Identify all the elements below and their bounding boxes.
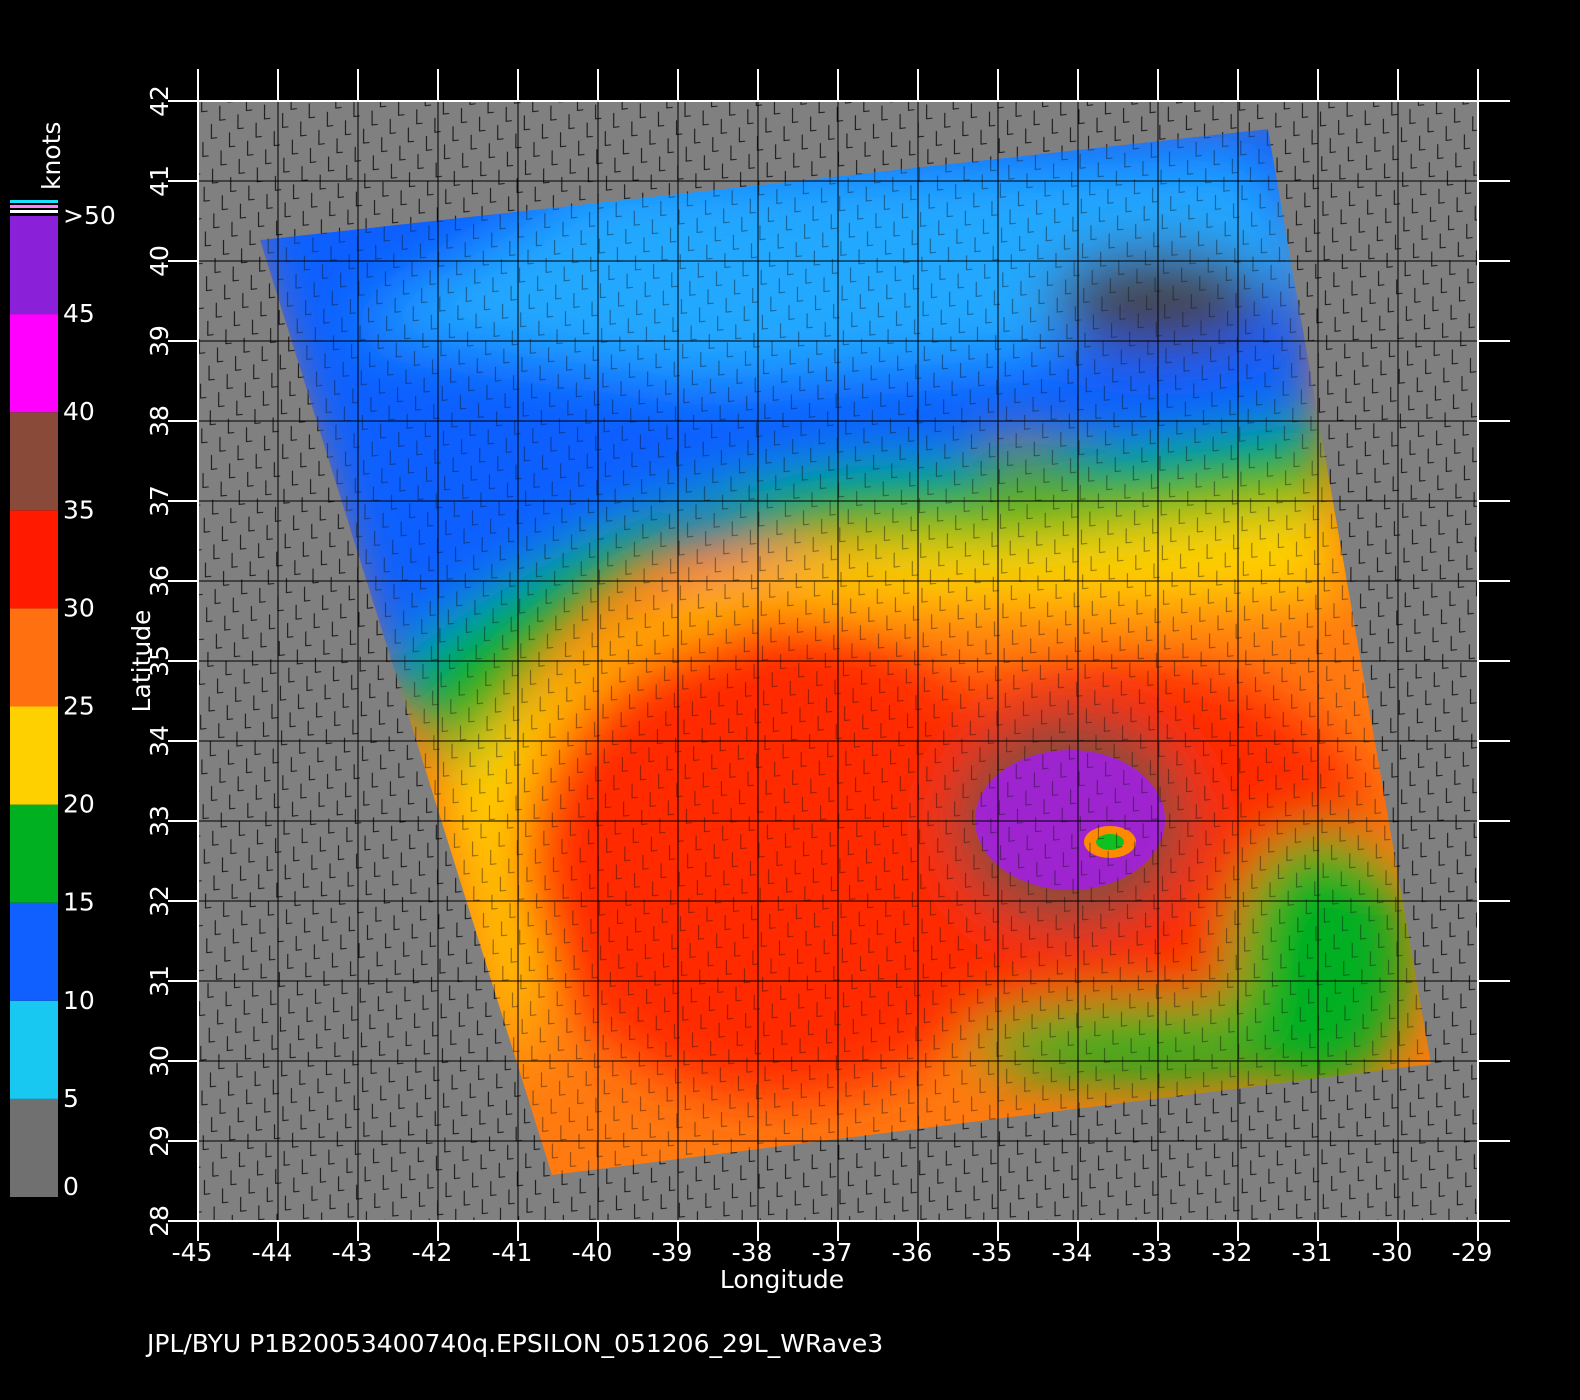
colorbar-segment — [10, 510, 58, 609]
x-tick-label: -43 — [332, 1238, 373, 1267]
x-tick-label: -37 — [812, 1238, 853, 1267]
colorbar-title: knots — [37, 122, 66, 190]
x-tick-label: -30 — [1372, 1238, 1413, 1267]
y-tick-label: 31 — [145, 965, 174, 997]
x-tick-label: -39 — [652, 1238, 693, 1267]
y-tick-label: 37 — [145, 485, 174, 517]
y-tick-label: 38 — [145, 405, 174, 437]
colorbar-segment — [10, 902, 58, 1001]
colorbar-label: 25 — [63, 692, 95, 721]
colorbar-segment — [10, 1000, 58, 1099]
colorbar-cap — [10, 205, 58, 208]
colorbar-segment — [10, 706, 58, 805]
x-tick-label: -38 — [732, 1238, 773, 1267]
x-axis-label: Longitude — [720, 1265, 844, 1294]
x-tick-label: -42 — [412, 1238, 453, 1267]
x-tick-label: -31 — [1292, 1238, 1333, 1267]
y-tick-label: 34 — [145, 725, 174, 757]
y-tick-label: 36 — [145, 565, 174, 597]
y-tick-label: 33 — [145, 805, 174, 837]
colorbar-label: >50 — [63, 201, 116, 230]
plot-frame — [197, 100, 1479, 1222]
colorbar-cap — [10, 200, 58, 203]
colorbar-cap — [10, 210, 58, 213]
x-tick-label: -40 — [572, 1238, 613, 1267]
footer: JPL/BYU P1B20053400740q.EPSILON_051206_2… — [145, 1329, 883, 1358]
colorbar-label: 15 — [63, 888, 95, 917]
colorbar-segment — [10, 216, 58, 315]
colorbar-segment — [10, 314, 58, 413]
y-tick-label: 41 — [145, 165, 174, 197]
y-tick-label: 28 — [145, 1205, 174, 1237]
x-tick-label: -33 — [1132, 1238, 1173, 1267]
y-tick-label: 32 — [145, 885, 174, 917]
y-tick-label: 40 — [145, 245, 174, 277]
colorbar-label: 35 — [63, 495, 95, 524]
colorbar-segment — [10, 804, 58, 903]
y-tick-label: 42 — [145, 85, 174, 117]
y-tick-label: 39 — [145, 325, 174, 357]
colorbar-segment — [10, 412, 58, 511]
x-tick-label: -35 — [972, 1238, 1013, 1267]
colorbar-label: 0 — [63, 1172, 79, 1201]
y-axis-label: Latitude — [127, 610, 156, 713]
colorbar-segment — [10, 1098, 58, 1197]
colorbar-label: 30 — [63, 593, 95, 622]
colorbar-label: 40 — [63, 397, 95, 426]
x-tick-label: -29 — [1452, 1238, 1493, 1267]
y-tick-label: 30 — [145, 1045, 174, 1077]
y-tick-label: 29 — [145, 1125, 174, 1157]
colorbar-label: 20 — [63, 790, 95, 819]
colorbar-label: 10 — [63, 986, 95, 1015]
x-tick-label: -36 — [892, 1238, 933, 1267]
x-tick-label: -44 — [252, 1238, 293, 1267]
x-tick-label: -34 — [1052, 1238, 1093, 1267]
x-tick-label: -32 — [1212, 1238, 1253, 1267]
colorbar-segment — [10, 608, 58, 707]
colorbar-label: 45 — [63, 299, 95, 328]
x-tick-label: -45 — [172, 1238, 213, 1267]
x-tick-label: -41 — [492, 1238, 533, 1267]
colorbar-label: 5 — [63, 1084, 79, 1113]
y-tick-label: 35 — [145, 645, 174, 677]
